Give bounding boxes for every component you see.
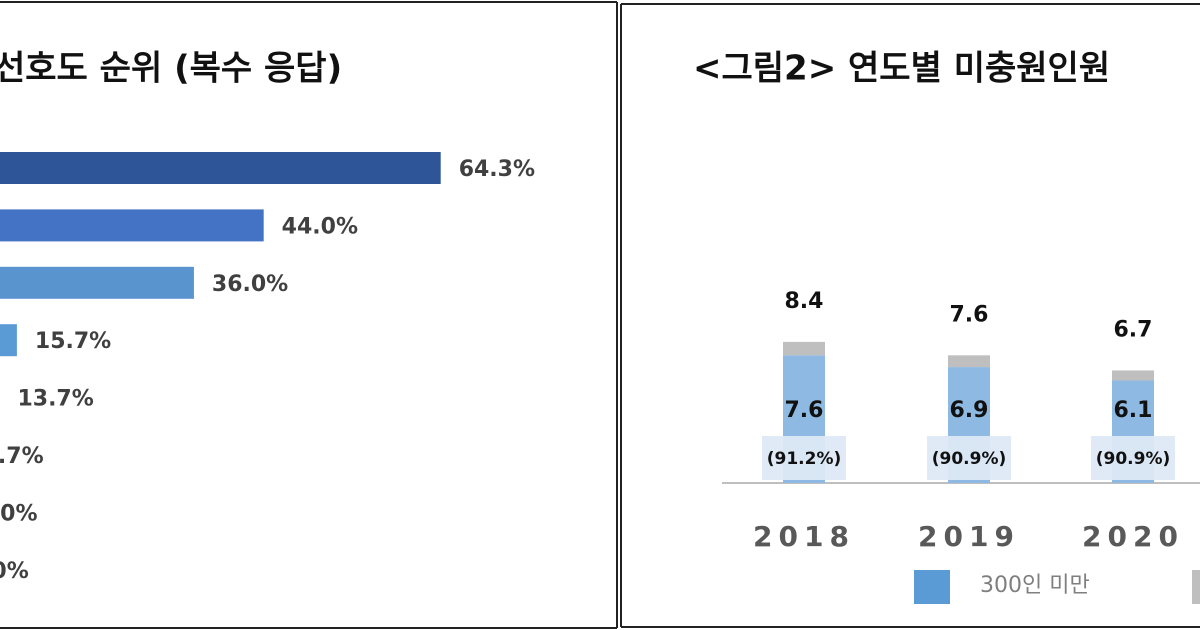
chart-title: <그림2> 연도별 미충원인원 [693, 49, 1110, 89]
data-label: 13.7% [17, 387, 93, 412]
label-box [762, 436, 846, 480]
data-label: 8.0% [0, 559, 29, 584]
label-box [1091, 436, 1175, 480]
x-tick-label: 2020 [1082, 520, 1184, 553]
bar-segment [1112, 370, 1154, 381]
data-label: 36.0% [212, 272, 288, 297]
chart-title: 선호도 순위 (복수 응답) [0, 49, 342, 89]
data-label: 7.6 [785, 398, 824, 423]
data-label: 9.0% [0, 501, 37, 526]
bar [0, 209, 264, 242]
data-label: 6.1 [1114, 398, 1153, 423]
bar-segment [948, 355, 990, 368]
x-tick-label: 2019 [918, 520, 1020, 553]
x-tick-label: 2018 [753, 520, 855, 553]
bar [0, 266, 194, 299]
share-label: (90.9%) [1096, 449, 1171, 469]
share-label: (90.9%) [932, 449, 1007, 469]
legend-label: 300인 미만 [980, 573, 1090, 598]
data-label: 15.7% [35, 329, 111, 354]
label-box [927, 436, 1011, 480]
total-label: 6.7 [1114, 317, 1153, 342]
data-label: 9.7% [0, 444, 44, 469]
bar [0, 152, 441, 184]
data-label: 44.0% [282, 214, 358, 239]
bar [0, 324, 17, 357]
share-label: (91.2%) [767, 449, 842, 469]
total-label: 7.6 [950, 302, 989, 327]
data-label: 6.9 [950, 398, 989, 423]
data-label: 64.3% [459, 157, 535, 182]
legend-swatch [1192, 570, 1200, 604]
bar-segment [783, 341, 825, 356]
total-label: 8.4 [785, 289, 824, 314]
legend-swatch [914, 570, 950, 604]
